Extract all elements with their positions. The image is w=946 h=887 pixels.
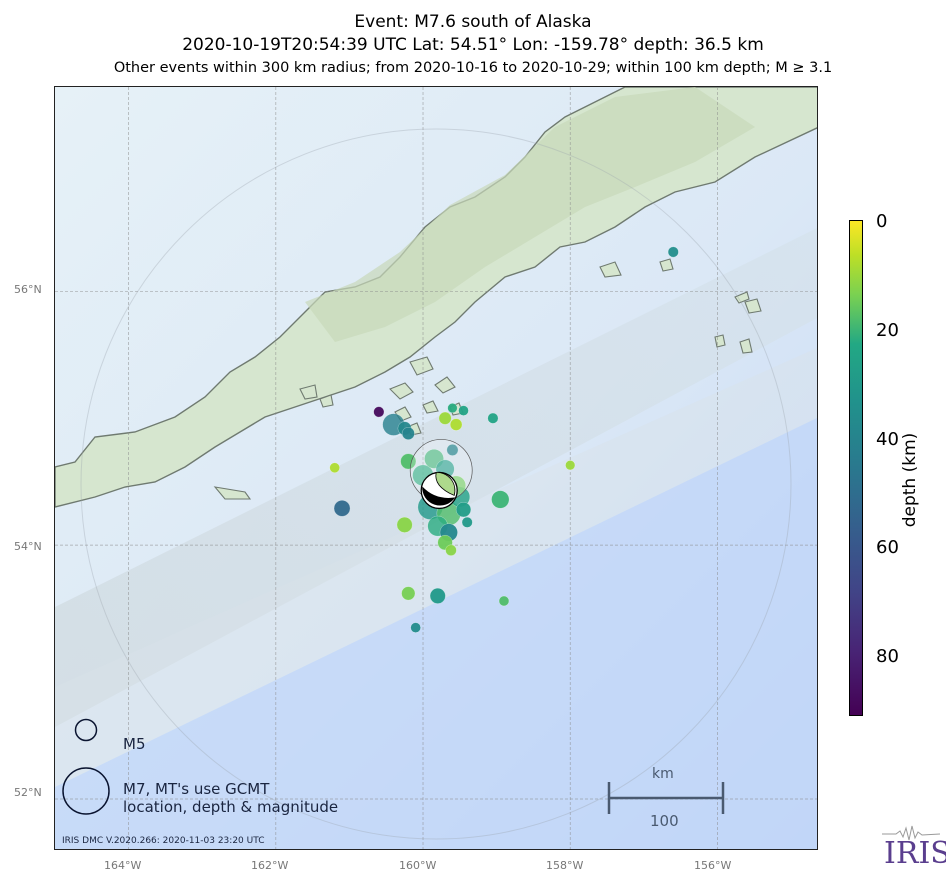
colorbar-tick-0: 0 xyxy=(876,211,888,232)
lon-label-160: 160°W xyxy=(399,859,437,872)
scale-bar-value: 100 xyxy=(650,812,679,830)
event-marker[interactable] xyxy=(396,516,413,533)
chart-title: Event: M7.6 south of Alaska xyxy=(354,12,592,32)
event-marker[interactable] xyxy=(667,246,679,258)
legend-m7-label-line2: location, depth & magnitude xyxy=(123,798,339,816)
iris-seismogram-icon xyxy=(882,825,940,841)
aftershock-events xyxy=(329,246,679,633)
event-marker[interactable] xyxy=(455,501,472,518)
lon-label-158: 158°W xyxy=(546,859,584,872)
event-marker[interactable] xyxy=(487,412,499,424)
highland-tint xyxy=(305,87,755,342)
event-marker[interactable] xyxy=(449,418,463,431)
lon-label-156: 156°W xyxy=(694,859,732,872)
credit-line: IRIS DMC V.2020.266: 2020-11-03 23:20 UT… xyxy=(62,836,265,846)
colorbar-tick-40: 40 xyxy=(876,429,899,450)
focal-mechanism-overlay xyxy=(435,472,456,496)
event-marker[interactable] xyxy=(373,406,385,418)
colorbar-tick-60: 60 xyxy=(876,537,899,558)
event-marker[interactable] xyxy=(429,587,446,604)
colorbar-tick-20: 20 xyxy=(876,320,899,341)
shumagin-islands xyxy=(213,258,762,500)
colorbar-label: depth (km) xyxy=(900,432,920,528)
lon-label-162: 162°W xyxy=(251,859,289,872)
search-criteria: Other events within 300 km radius; from … xyxy=(113,60,833,76)
event-marker[interactable] xyxy=(498,595,510,607)
legend-m5-circle xyxy=(74,718,98,742)
lat-label-56: 56°N xyxy=(14,283,42,296)
event-marker[interactable] xyxy=(565,460,576,471)
event-marker[interactable] xyxy=(333,500,351,517)
legend-m5-label: M5 xyxy=(123,735,146,753)
graticule xyxy=(55,87,817,849)
scale-bar xyxy=(607,782,725,814)
legend-m7-label-line1: M7, MT's use GCMT xyxy=(123,780,270,798)
event-marker[interactable] xyxy=(461,516,473,528)
deep-ocean xyxy=(55,417,817,849)
event-marker[interactable] xyxy=(400,453,417,470)
map-panel[interactable] xyxy=(54,86,818,850)
legend-m7-circle xyxy=(62,767,110,815)
event-marker[interactable] xyxy=(447,403,458,414)
lat-label-52: 52°N xyxy=(14,786,42,799)
event-marker[interactable] xyxy=(458,405,469,416)
map-canvas[interactable] xyxy=(55,87,818,850)
search-radius-circle xyxy=(80,128,792,840)
focal-mechanism-compression xyxy=(422,486,456,506)
lon-label-164: 164°W xyxy=(104,859,142,872)
lat-label-54: 54°N xyxy=(14,540,42,553)
colorbar-tick-80: 80 xyxy=(876,646,899,667)
event-marker[interactable] xyxy=(329,462,340,473)
event-marker[interactable] xyxy=(491,490,510,509)
event-marker[interactable] xyxy=(401,586,416,601)
event-marker[interactable] xyxy=(445,544,457,556)
depth-colorbar xyxy=(849,220,863,716)
event-details: 2020-10-19T20:54:39 UTC Lat: 54.51° Lon:… xyxy=(182,35,764,55)
trench-band-outer xyxy=(55,347,817,787)
event-marker[interactable] xyxy=(401,427,415,440)
event-marker[interactable] xyxy=(438,411,452,425)
mainshock-beachball[interactable] xyxy=(409,439,473,510)
event-marker[interactable] xyxy=(410,622,421,633)
scale-bar-unit: km xyxy=(652,766,674,782)
event-marker[interactable] xyxy=(446,444,459,456)
iris-logo: IRIS xyxy=(884,836,946,871)
